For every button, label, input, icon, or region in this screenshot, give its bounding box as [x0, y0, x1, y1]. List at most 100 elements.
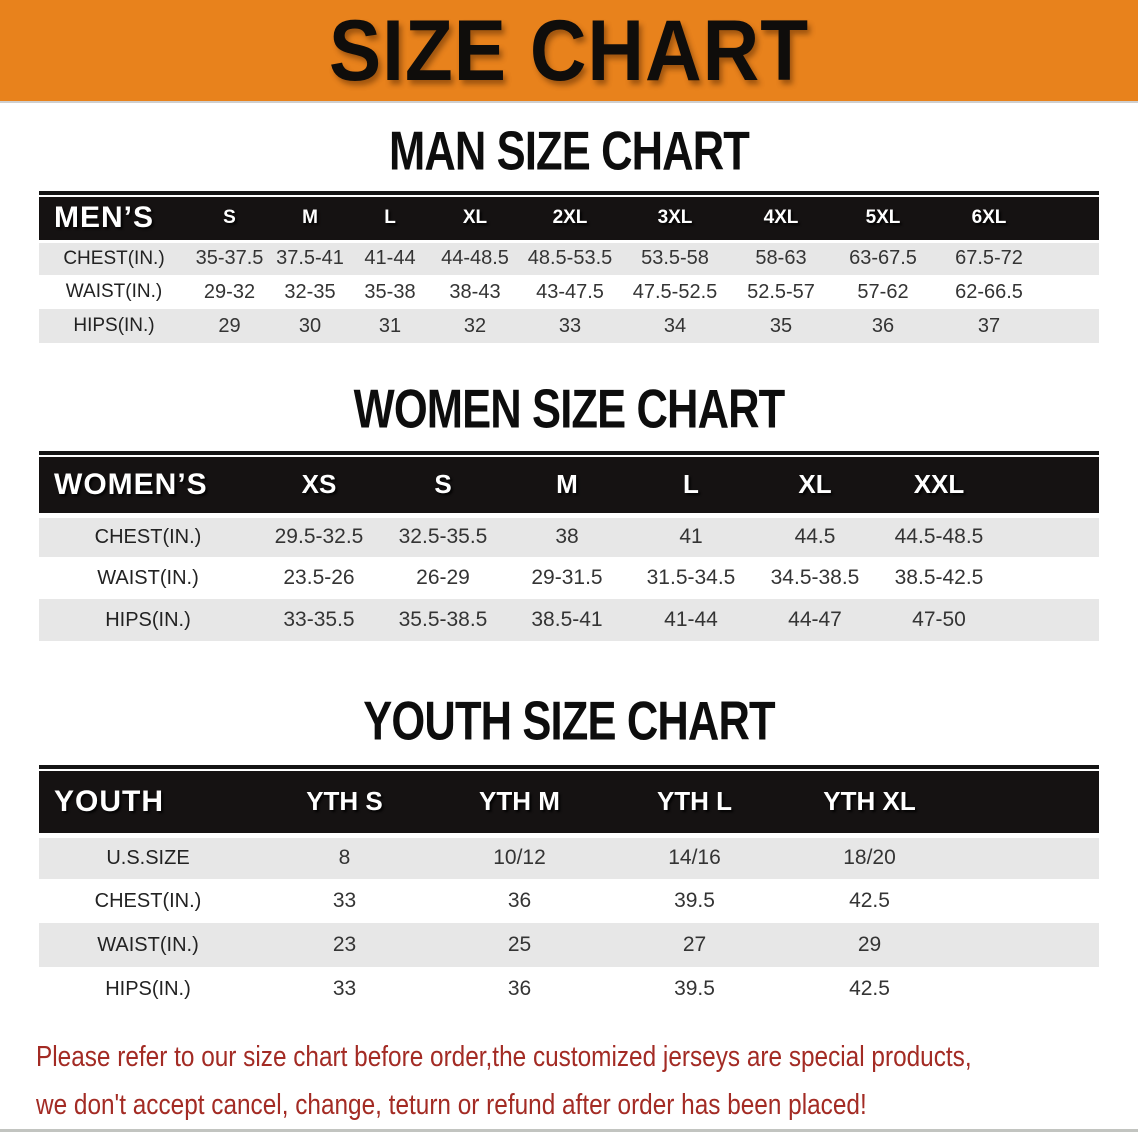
table-cell: 48.5-53.5	[527, 247, 613, 270]
table-cell: 47.5-52.5	[632, 280, 718, 303]
table-cell: 31	[378, 314, 402, 337]
row-label: CHEST(IN.)	[94, 525, 202, 548]
table-cell: 23	[332, 933, 357, 956]
header-spacer	[1044, 197, 1099, 241]
table-cell: 35-38	[364, 280, 416, 303]
table-cell: 8	[338, 846, 351, 870]
table-cell: 33	[332, 977, 357, 1000]
table-cell: 42.5	[849, 977, 890, 1000]
row-label: CHEST(IN.)	[94, 889, 202, 912]
table-header-label: WOMEN’S	[54, 467, 208, 501]
table-cell: 30	[298, 314, 322, 337]
table-cell: 31.5-34.5	[646, 566, 736, 589]
table-row: CHEST(IN.) 35-37.5 37.5-41 41-44 44-48.5 48.5…	[39, 241, 1099, 275]
column-header: L	[683, 469, 699, 500]
table-cell: 39.5	[674, 977, 715, 1000]
header-spacer	[957, 771, 1099, 835]
row-spacer	[957, 879, 1099, 923]
table-cell: 47-50	[912, 608, 966, 631]
table-cell: 36	[507, 977, 532, 1000]
table-cell: 63-67.5	[849, 247, 917, 270]
table-cell: 37	[977, 314, 1001, 337]
table-top-border	[39, 451, 1099, 455]
table-cell: 38.5-42.5	[894, 566, 984, 589]
table-cell: 44-48.5	[441, 247, 509, 270]
table-row: HIPS(IN.) 33 36 39.5 42.5	[39, 967, 1099, 1011]
row-label: WAIST(IN.)	[65, 281, 163, 302]
table-row: WAIST(IN.) 23 25 27 29	[39, 923, 1099, 967]
row-label: HIPS(IN.)	[105, 977, 191, 1000]
column-header: YTH L	[656, 786, 733, 817]
table-cell: 29.5-32.5	[274, 525, 364, 549]
table-cell: 18/20	[843, 846, 896, 870]
table-cell: 62-66.5	[955, 280, 1023, 303]
table-cell: 38-43	[449, 280, 501, 303]
table-cell: 34	[663, 314, 687, 337]
row-spacer	[1001, 515, 1099, 557]
table-cell: 29-31.5	[531, 566, 603, 589]
column-header: S	[223, 207, 236, 229]
disclaimer: Please refer to our size chart before or…	[36, 1033, 1138, 1129]
row-spacer	[1044, 309, 1099, 343]
women-size-table-host: WOMEN’S XS S M L XL XXL CHEST(IN.) 29.5-32.5 32.5…	[39, 451, 1099, 641]
table-cell: 35	[769, 314, 793, 337]
table-cell: 44.5	[794, 525, 836, 549]
table-header-label: YOUTH	[54, 784, 164, 818]
youth-size-chart-title: YOUTH SIZE CHART	[363, 690, 775, 752]
size-chart-banner: SIZE CHART	[0, 0, 1138, 103]
table-cell: 33	[558, 314, 582, 337]
table-cell: 29	[857, 933, 882, 956]
table-cell: 25	[507, 933, 532, 956]
table-cell: 32	[463, 314, 487, 337]
disclaimer-line-1: Please refer to our size chart before or…	[36, 1041, 972, 1073]
row-label: HIPS(IN.)	[105, 608, 191, 631]
table-cell: 41-44	[364, 247, 416, 270]
size-table: WOMEN’S XS S M L XL XXL CHEST(IN.) 29.5-32.5 32.5…	[39, 457, 1099, 641]
table-cell: 58-63	[755, 247, 807, 270]
row-spacer	[1044, 241, 1099, 275]
table-header-label: MEN’S	[54, 201, 155, 235]
row-spacer	[957, 835, 1099, 879]
row-spacer	[1001, 557, 1099, 599]
table-top-border	[39, 191, 1099, 195]
column-header: 6XL	[971, 207, 1007, 229]
table-cell: 44.5-48.5	[894, 525, 984, 549]
women-size-chart-title: WOMEN SIZE CHART	[353, 378, 786, 440]
table-top-border	[39, 765, 1099, 769]
table-cell: 29-32	[203, 280, 256, 303]
table-cell: 43-47.5	[536, 280, 604, 303]
column-header: 3XL	[657, 207, 693, 229]
row-label: WAIST(IN.)	[97, 566, 199, 589]
table-cell: 44-47	[788, 608, 842, 631]
table-cell: 41	[679, 525, 703, 549]
table-cell: 32-35	[284, 280, 336, 303]
table-row: CHEST(IN.) 29.5-32.5 32.5-35.5 38 41 44.5 44.5…	[39, 515, 1099, 557]
column-header: 2XL	[552, 207, 588, 229]
column-header: XXL	[913, 469, 965, 500]
table-row: HIPS(IN.) 29 30 31 32 33 34 35 36 37	[39, 309, 1099, 343]
table-cell: 53.5-58	[641, 247, 709, 270]
table-cell: 36	[871, 314, 895, 337]
table-cell: 38	[555, 525, 579, 549]
table-row: HIPS(IN.) 33-35.5 35.5-38.5 38.5-41 41-44 44-…	[39, 599, 1099, 641]
header-spacer	[1001, 457, 1099, 515]
table-cell: 41-44	[664, 608, 718, 631]
table-cell: 35-37.5	[195, 247, 264, 270]
banner-title: SIZE CHART	[328, 1, 810, 99]
table-cell: 37.5-41	[276, 247, 344, 270]
size-table: YOUTH YTH S YTH M YTH L YTH XL U.S.SIZE 8 10/12…	[39, 771, 1099, 1011]
table-cell: 36	[507, 889, 532, 912]
row-label: WAIST(IN.)	[97, 933, 199, 956]
table-header-row: YOUTH YTH S YTH M YTH L YTH XL	[39, 771, 1099, 835]
row-spacer	[1001, 599, 1099, 641]
column-header: L	[384, 207, 396, 229]
table-row: U.S.SIZE 8 10/12 14/16 18/20	[39, 835, 1099, 879]
youth-size-table-host: YOUTH YTH S YTH M YTH L YTH XL U.S.SIZE 8 10/12…	[39, 765, 1099, 1011]
table-cell: 35.5-38.5	[398, 608, 488, 631]
bottom-edge-line	[0, 1129, 1138, 1132]
table-cell: 39.5	[674, 889, 715, 912]
table-row: WAIST(IN.) 29-32 32-35 35-38 38-43 43-47.5 47.…	[39, 275, 1099, 309]
row-label: CHEST(IN.)	[63, 247, 165, 269]
table-cell: 67.5-72	[955, 247, 1023, 270]
